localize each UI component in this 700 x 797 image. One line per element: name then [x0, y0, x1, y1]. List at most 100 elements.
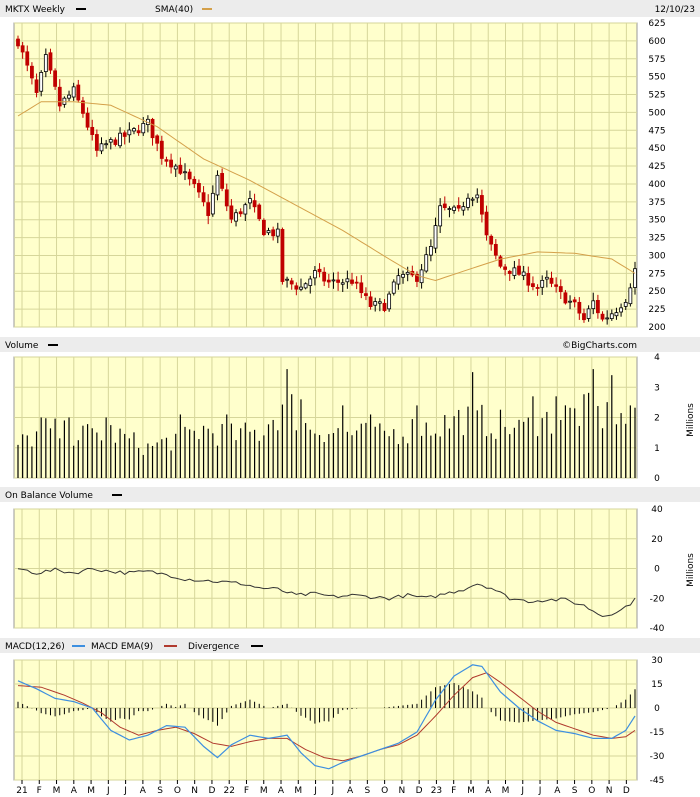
x-tick-label: J — [123, 786, 127, 796]
price-candle-body — [229, 205, 234, 220]
price-y-tick-label: 225 — [648, 305, 665, 315]
price-candle-body — [220, 173, 225, 189]
price-candle-body — [48, 52, 53, 71]
price-candle-body — [122, 132, 127, 137]
price-candle-body — [433, 225, 438, 249]
price-candle-body — [197, 183, 201, 193]
price-candle-body — [127, 129, 132, 136]
price-candle-body — [438, 205, 443, 227]
obv-y-tick-label: -40 — [650, 624, 665, 634]
price-panel: 200 225 250 275 300 325 350 375 400 425 450 475 500 5… — [13, 19, 666, 333]
x-tick-label: F — [37, 786, 42, 796]
price-candle-body — [104, 143, 109, 146]
x-tick-label: M — [294, 786, 302, 796]
x-tick-label: S — [572, 786, 578, 796]
price-candle-body — [461, 206, 466, 211]
price-candle-body — [224, 189, 229, 207]
price-candle-body — [633, 268, 637, 288]
price-candle-body — [132, 128, 136, 132]
price-candle-body — [238, 211, 243, 215]
price-candle-body — [57, 86, 62, 107]
price-candle-body — [359, 282, 364, 294]
price-candle-body — [493, 243, 498, 256]
price-candle-body — [317, 268, 322, 273]
price-candle-body — [280, 229, 285, 282]
price-candle-body — [544, 276, 549, 280]
macd-line — [17, 664, 636, 770]
volume-y-tick-label: 2 — [654, 414, 660, 424]
price-candle-body — [275, 228, 280, 237]
volume-header-bar — [0, 337, 700, 352]
price-candle-body — [331, 279, 336, 282]
price-candle-body — [25, 51, 30, 66]
price-y-tick-label: 300 — [648, 251, 665, 261]
volume-panel: 0 1 2 3 4 — [13, 353, 660, 484]
x-tick-label: 23 — [431, 786, 442, 796]
x-tick-label: O — [381, 786, 388, 796]
price-candle-body — [475, 194, 480, 199]
volume-units-label: Millions — [686, 403, 696, 437]
price-candle-body — [164, 159, 169, 162]
x-tick-label: M — [87, 786, 95, 796]
price-candle-body — [340, 282, 345, 285]
price-candle-body — [76, 84, 81, 101]
price-candle-body — [396, 275, 401, 285]
macd-y-tick-label: -45 — [650, 776, 665, 786]
price-candle-body — [210, 192, 215, 215]
price-candle-body — [336, 279, 340, 283]
x-tick-label: A — [554, 786, 561, 796]
price-candle-body — [586, 308, 591, 319]
price-candle-body — [591, 300, 596, 310]
price-candle-body — [498, 256, 503, 267]
price-candle-body — [178, 164, 183, 174]
obv-y-tick-label: 20 — [651, 535, 663, 545]
x-tick-label: F — [244, 786, 249, 796]
volume-y-tick-label: 0 — [654, 474, 660, 484]
price-y-tick-label: 375 — [648, 198, 665, 208]
price-candle-body — [401, 274, 405, 278]
x-tick-label: 21 — [16, 786, 27, 796]
macd-ema-line — [17, 672, 636, 762]
price-candle-body — [234, 212, 238, 222]
price-y-tick-label: 575 — [648, 55, 665, 65]
price-candle-body — [554, 284, 559, 287]
obv-y-tick-label: -20 — [650, 594, 665, 604]
price-y-tick-label: 625 — [648, 19, 665, 29]
macd-panel: -45 -30 -15 0 15 30 — [13, 656, 665, 786]
price-candle-body — [368, 296, 373, 307]
price-y-tick-label: 550 — [648, 73, 665, 83]
x-tick-label: A — [71, 786, 78, 796]
price-candle-body — [489, 235, 494, 245]
x-tick-label: N — [606, 786, 613, 796]
price-candle-body — [563, 292, 568, 304]
price-candle-body — [415, 274, 419, 282]
price-candle-body — [517, 265, 521, 275]
price-y-tick-label: 475 — [648, 126, 665, 136]
x-tick-label: N — [191, 786, 198, 796]
price-candle-body — [85, 112, 90, 128]
price-candle-body — [99, 143, 104, 152]
price-candle-body — [30, 65, 34, 79]
price-candle-body — [531, 283, 535, 287]
price-candle-body — [600, 313, 605, 320]
x-tick-label: S — [157, 786, 163, 796]
obv-units-label: Millions — [686, 553, 696, 587]
price-y-tick-label: 525 — [648, 91, 665, 101]
price-candle-body — [424, 254, 429, 272]
price-y-tick-label: 200 — [648, 323, 665, 333]
obv-label: On Balance Volume — [5, 491, 93, 501]
price-candle-body — [447, 208, 452, 210]
x-tick-label: J — [330, 786, 334, 796]
price-candle-body — [34, 79, 39, 93]
price-candle-body — [192, 178, 197, 185]
price-candle-body — [108, 139, 113, 143]
x-tick-label: J — [520, 786, 524, 796]
price-candle-body — [215, 174, 220, 196]
price-candle-body — [261, 219, 266, 236]
price-candle-body — [326, 279, 331, 283]
price-candle-body — [43, 54, 48, 73]
price-candle-body — [67, 94, 71, 99]
price-candle-body — [512, 267, 517, 276]
macd-plot-area — [13, 659, 638, 781]
price-y-tick-label: 600 — [648, 37, 665, 47]
